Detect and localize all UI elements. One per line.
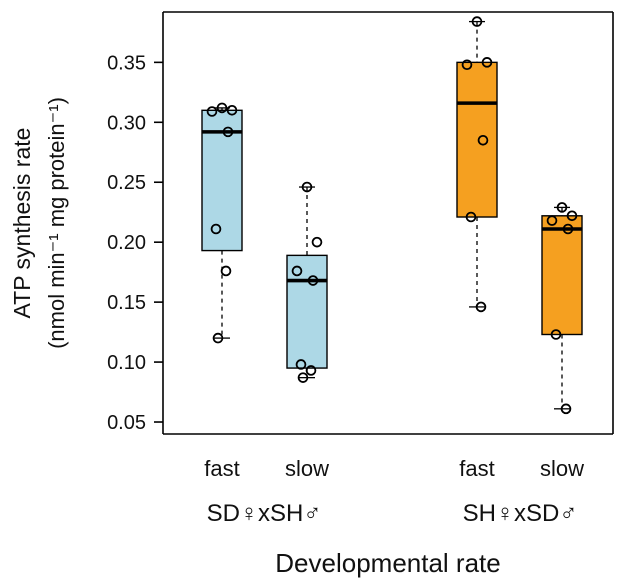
- data-point: [461, 59, 473, 71]
- data-point: [216, 102, 228, 114]
- data-point: [477, 134, 489, 146]
- group-label: SH♀xSD♂: [463, 500, 578, 527]
- box-fast-group2: [456, 16, 498, 313]
- box-fast-group1: [201, 102, 243, 344]
- group-labels: SD♀xSH♂ SH♀xSD♂: [207, 500, 578, 527]
- y-tick-label: 0.20: [107, 232, 146, 254]
- iqr-box: [541, 215, 583, 336]
- data-point: [465, 211, 477, 223]
- box-slow-group2: [541, 202, 583, 415]
- y-tick-label: 0.35: [107, 52, 146, 74]
- plot-frame: [162, 11, 614, 435]
- data-point: [301, 181, 313, 193]
- category-label-slow: slow: [285, 456, 329, 481]
- y-axis-ticks: 0.05 0.10 0.15 0.20 0.25 0.30 0.35: [107, 52, 163, 434]
- category-label-fast: fast: [459, 456, 494, 481]
- data-point: [220, 265, 232, 277]
- data-point: [546, 215, 558, 226]
- category-label-fast: fast: [204, 456, 239, 481]
- data-point: [210, 223, 222, 235]
- y-axis-title-line2: (nmol min⁻¹ mg protein⁻¹): [44, 97, 69, 349]
- box-slow-group1: [286, 181, 328, 383]
- data-point: [226, 105, 238, 116]
- category-labels: fast slow fast slow: [204, 456, 584, 481]
- data-point: [550, 329, 562, 340]
- category-label-slow: slow: [540, 456, 584, 481]
- data-point: [562, 223, 574, 235]
- group-label: SD♀xSH♂: [207, 500, 322, 527]
- data-point: [212, 332, 224, 344]
- y-tick-label: 0.25: [107, 172, 146, 194]
- data-point: [297, 372, 309, 383]
- iqr-box: [456, 61, 498, 218]
- data-point: [206, 106, 218, 117]
- x-axis-title: Developmental rate: [275, 548, 500, 578]
- data-point: [222, 126, 234, 138]
- data-point: [556, 202, 568, 213]
- y-tick-label: 0.30: [107, 112, 146, 134]
- boxes-layer: [201, 16, 583, 415]
- data-point: [475, 301, 487, 313]
- data-point: [295, 359, 307, 370]
- data-point: [560, 403, 572, 415]
- y-tick-label: 0.10: [107, 352, 146, 374]
- data-point: [305, 365, 317, 376]
- data-point: [566, 210, 578, 222]
- y-tick-label: 0.05: [107, 412, 146, 434]
- data-point: [481, 57, 493, 68]
- data-point: [471, 16, 483, 27]
- data-point: [311, 236, 323, 248]
- y-tick-label: 0.15: [107, 292, 146, 314]
- data-point: [291, 265, 303, 277]
- data-point: [307, 275, 319, 286]
- y-axis-title-line1: ATP synthesis rate: [9, 128, 35, 319]
